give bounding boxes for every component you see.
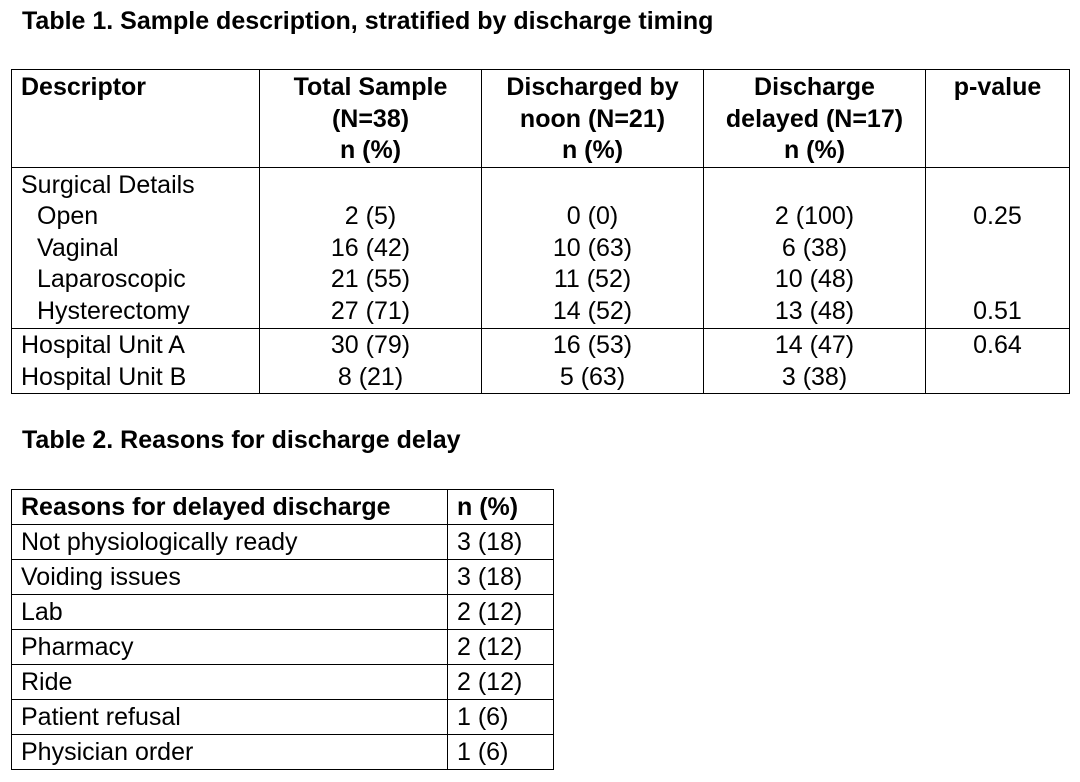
noon-vaginal: 10 (63) xyxy=(552,233,633,262)
delayed-hysterectomy: 13 (48) xyxy=(774,296,855,325)
group-label-surgical-details: Surgical Details xyxy=(21,170,195,199)
p-value-unit-b xyxy=(930,362,1065,394)
p-value-laparoscopic xyxy=(930,264,1065,296)
surgical-delayed-cell: 2 (100) 6 (38) 10 (48) 13 (48) xyxy=(703,166,926,329)
n-cell: 3 (18) xyxy=(447,524,554,560)
delayed-vaginal: 6 (38) xyxy=(781,233,848,262)
total-vaginal: 16 (42) xyxy=(330,233,411,262)
n-cell: 3 (18) xyxy=(447,559,554,595)
reason-cell: Not physiologically ready xyxy=(11,524,448,560)
header-descriptor: Descriptor xyxy=(11,69,260,168)
noon-unit-a: 16 (53) xyxy=(552,331,633,359)
n-cell: 2 (12) xyxy=(447,664,554,700)
total-open: 2 (5) xyxy=(344,202,397,230)
row-label-vaginal: Vaginal xyxy=(37,233,119,262)
row-label-open: Open xyxy=(37,202,99,230)
n-cell: 2 (12) xyxy=(447,594,554,630)
table2-header-row: Reasons for delayed discharge n (%) xyxy=(11,489,554,525)
table-row: Lab 2 (12) xyxy=(11,594,554,630)
header-total-sample: Total Sample (N=38) n (%) xyxy=(259,69,482,168)
units-noon-cell: 16 (53) 5 (63) xyxy=(481,328,704,394)
total-unit-a: 30 (79) xyxy=(330,331,411,359)
units-total-cell: 30 (79) 8 (21) xyxy=(259,328,482,394)
surgical-noon-cell: 0 (0) 10 (63) 11 (52) 14 (52) xyxy=(481,166,704,329)
n-cell: 1 (6) xyxy=(447,734,554,770)
table1-header-row: Descriptor Total Sample (N=38) n (%) Dis… xyxy=(11,69,1070,168)
header-reasons: Reasons for delayed discharge xyxy=(11,489,448,525)
p-value-unit-a: 0.64 xyxy=(973,331,1022,359)
table-row: Ride 2 (12) xyxy=(11,664,554,700)
reason-cell: Pharmacy xyxy=(11,629,448,665)
units-delayed-cell: 14 (47) 3 (38) xyxy=(703,328,926,394)
reason-cell: Physician order xyxy=(11,734,448,770)
table1-surgical-details-group: Surgical Details Open Vaginal Laparoscop… xyxy=(11,166,1070,329)
table1-hospital-unit-group: Hospital Unit A Hospital Unit B 30 (79) … xyxy=(11,328,1070,394)
noon-unit-b: 5 (63) xyxy=(559,362,626,391)
header-discharge-delayed: Discharge delayed (N=17) n (%) xyxy=(703,69,926,168)
delayed-unit-a: 14 (47) xyxy=(774,331,855,359)
total-hysterectomy: 27 (71) xyxy=(330,296,411,325)
reason-cell: Voiding issues xyxy=(11,559,448,595)
noon-hysterectomy: 14 (52) xyxy=(552,296,633,325)
reason-cell: Ride xyxy=(11,664,448,700)
table-row: Patient refusal 1 (6) xyxy=(11,699,554,735)
row-label-hysterectomy: Hysterectomy xyxy=(37,296,190,325)
units-p-value-cell: 0.64 xyxy=(925,328,1070,394)
delayed-laparoscopic: 10 (48) xyxy=(774,265,855,293)
table2: Reasons for delayed discharge n (%) Not … xyxy=(11,489,554,770)
units-descriptor-cell: Hospital Unit A Hospital Unit B xyxy=(11,328,260,394)
reason-cell: Patient refusal xyxy=(11,699,448,735)
table2-title: Table 2. Reasons for discharge delay xyxy=(22,426,461,454)
row-label-laparoscopic: Laparoscopic xyxy=(37,265,186,293)
header-p-value: p-value xyxy=(925,69,1070,168)
noon-open: 0 (0) xyxy=(566,202,619,230)
delayed-open: 2 (100) xyxy=(774,202,855,230)
surgical-p-value-cell: 0.25 0.51 xyxy=(925,166,1070,329)
row-label-hospital-unit-b: Hospital Unit B xyxy=(21,362,187,391)
table1-title: Table 1. Sample description, stratified … xyxy=(22,7,714,35)
table-row: Physician order 1 (6) xyxy=(11,734,554,770)
header-discharged-by-noon: Discharged by noon (N=21) n (%) xyxy=(481,69,704,168)
total-laparoscopic: 21 (55) xyxy=(330,265,411,293)
n-cell: 1 (6) xyxy=(447,699,554,735)
header-n-percent: n (%) xyxy=(447,489,554,525)
table-row: Not physiologically ready 3 (18) xyxy=(11,524,554,560)
noon-laparoscopic: 11 (52) xyxy=(553,265,632,293)
p-value-open: 0.25 xyxy=(973,202,1022,230)
p-value-hysterectomy: 0.51 xyxy=(973,296,1022,325)
total-unit-b: 8 (21) xyxy=(337,362,404,391)
p-value-vaginal xyxy=(930,233,1065,265)
table1: Descriptor Total Sample (N=38) n (%) Dis… xyxy=(11,69,1070,394)
table-row: Voiding issues 3 (18) xyxy=(11,559,554,595)
delayed-unit-b: 3 (38) xyxy=(781,362,848,391)
reason-cell: Lab xyxy=(11,594,448,630)
n-cell: 2 (12) xyxy=(447,629,554,665)
row-label-hospital-unit-a: Hospital Unit A xyxy=(21,331,185,359)
surgical-descriptor-cell: Surgical Details Open Vaginal Laparoscop… xyxy=(11,166,260,329)
surgical-total-cell: 2 (5) 16 (42) 21 (55) 27 (71) xyxy=(259,166,482,329)
table-row: Pharmacy 2 (12) xyxy=(11,629,554,665)
